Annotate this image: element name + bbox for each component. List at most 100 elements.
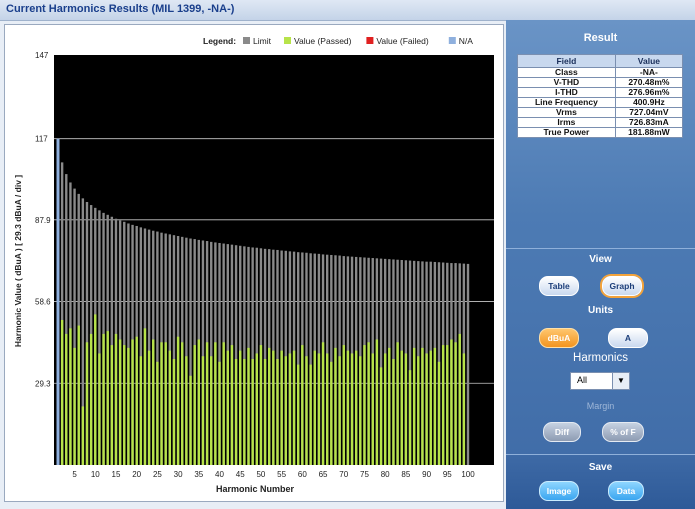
value-bar — [276, 359, 279, 465]
value-bar — [247, 347, 250, 465]
limit-bar — [85, 201, 89, 465]
value-bar — [342, 345, 345, 465]
value-bar — [255, 353, 258, 465]
table-row: Class -NA- — [517, 67, 684, 78]
value-bar — [127, 347, 130, 465]
value-bar — [272, 350, 275, 465]
x-tick-label: 85 — [401, 470, 410, 479]
result-value: 181.88mW — [614, 127, 684, 138]
value-bar — [69, 328, 72, 465]
value-bar — [263, 359, 267, 465]
save-data-button[interactable]: Data — [608, 481, 644, 501]
value-bar — [234, 359, 238, 465]
table-view-button[interactable]: Table — [539, 276, 579, 296]
table-row: V-THD 270.48m% — [517, 77, 684, 88]
value-bar — [338, 356, 341, 465]
limit-bar — [60, 162, 64, 465]
value-bar — [383, 353, 387, 465]
result-value: 726.83mA — [614, 117, 684, 128]
limit-bar — [127, 223, 130, 465]
value-bar — [396, 342, 399, 465]
value-bar — [147, 350, 151, 465]
dbua-unit-button[interactable]: dBuA — [539, 328, 579, 348]
value-bar — [164, 342, 167, 465]
value-bar — [400, 350, 403, 465]
legend-label: N/A — [459, 36, 474, 46]
value-bar — [425, 353, 428, 465]
value-bar — [185, 356, 188, 465]
x-tick-label: 65 — [319, 470, 328, 479]
limit-bar — [466, 263, 470, 465]
value-bar — [197, 339, 201, 465]
amps-unit-button[interactable]: A — [608, 328, 648, 348]
x-tick-label: 70 — [339, 470, 348, 479]
value-bar — [118, 339, 122, 465]
value-bar — [85, 342, 89, 465]
y-tick-label: 58.6 — [35, 298, 51, 307]
value-bar — [350, 353, 354, 465]
value-bar — [421, 347, 424, 465]
value-bar — [441, 345, 445, 465]
value-bar — [367, 342, 370, 465]
legend-title: Legend: — [203, 36, 236, 46]
value-bar — [214, 342, 217, 465]
result-header-row: Field Value — [517, 54, 684, 68]
legend-label: Limit — [253, 36, 272, 46]
limit-bar — [201, 240, 205, 465]
limit-bar — [297, 252, 300, 465]
value-bar — [392, 359, 395, 465]
legend-swatch — [284, 37, 291, 44]
harmonics-select[interactable]: All ▼ — [570, 372, 630, 390]
percent-of-f-button[interactable]: % of F — [602, 422, 644, 442]
value-bar — [297, 364, 300, 465]
result-header-value: Value — [614, 54, 684, 68]
x-tick-label: 40 — [215, 470, 224, 479]
value-bar — [408, 370, 412, 465]
value-bar — [139, 356, 143, 465]
value-bar — [156, 361, 159, 465]
value-bar — [77, 325, 80, 465]
value-bar — [446, 345, 449, 465]
value-bar — [201, 356, 205, 465]
limit-bar — [408, 260, 412, 465]
x-tick-label: 55 — [277, 470, 286, 479]
limit-bar — [243, 246, 246, 465]
limit-bar — [263, 248, 267, 465]
graph-view-button[interactable]: Graph — [602, 276, 642, 296]
x-tick-label: 100 — [461, 470, 475, 479]
value-bar — [222, 342, 225, 465]
x-tick-label: 75 — [360, 470, 369, 479]
result-field: Line Frequency — [517, 97, 616, 108]
limit-bar — [379, 258, 383, 465]
value-bar — [135, 336, 138, 465]
value-bar — [292, 350, 296, 465]
value-bar — [176, 336, 180, 465]
value-bar — [106, 331, 109, 465]
x-tick-label: 20 — [132, 470, 141, 479]
divider — [506, 248, 695, 249]
legend-swatch — [243, 37, 250, 44]
value-bar — [437, 361, 441, 465]
value-bar — [181, 342, 184, 465]
diff-margin-button[interactable]: Diff — [543, 422, 581, 442]
value-bar — [429, 350, 432, 465]
value-bar — [288, 353, 292, 465]
chart-panel: Legend: Limit Value (Passed) Value (Failed)… — [4, 24, 504, 502]
value-bar — [218, 361, 221, 465]
x-tick-label: 45 — [236, 470, 245, 479]
limit-bar — [309, 253, 312, 465]
value-bar — [359, 356, 362, 465]
window-title: Current Harmonics Results (MIL 1399, -NA… — [6, 3, 235, 15]
result-field: V-THD — [517, 77, 616, 88]
y-tick-label: 117 — [35, 135, 48, 144]
x-tick-label: 60 — [298, 470, 307, 479]
limit-bar — [110, 216, 114, 465]
value-bar — [417, 356, 420, 465]
harmonics-selected: All — [577, 375, 588, 385]
value-bar — [363, 345, 366, 465]
save-image-button[interactable]: Image — [539, 481, 579, 501]
x-tick-label: 50 — [256, 470, 265, 479]
chevron-down-icon[interactable]: ▼ — [612, 373, 629, 389]
value-bar — [189, 375, 192, 465]
value-bar — [102, 333, 105, 465]
